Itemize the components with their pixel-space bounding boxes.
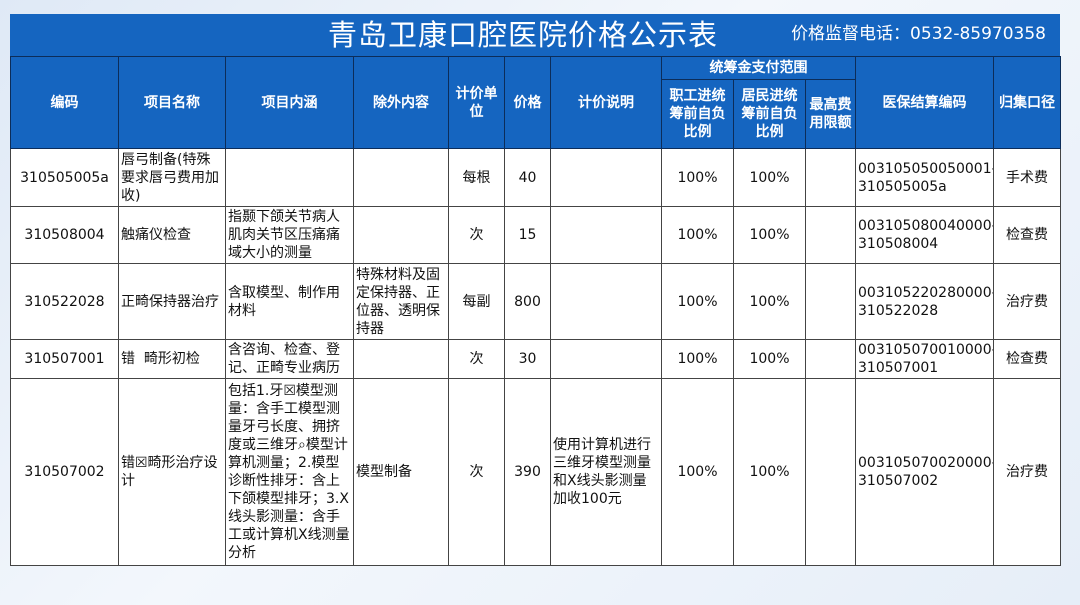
col-header-worker-ratio: 职工进统筹前自负比例 xyxy=(661,79,734,149)
cell-worker-ratio: 100% xyxy=(661,148,734,207)
cell-worker-ratio: 100% xyxy=(661,378,734,566)
cell-resident-ratio: 100% xyxy=(733,148,806,207)
cell-category: 检查费 xyxy=(993,206,1062,264)
cell-price: 800 xyxy=(504,263,551,340)
col-header-insurance-code: 医保结算编码 xyxy=(855,56,995,149)
cell-code: 310507001 xyxy=(10,339,119,379)
cell-note xyxy=(550,263,662,340)
cell-unit: 次 xyxy=(448,378,505,566)
page-title: 青岛卫康口腔医院价格公示表 xyxy=(328,18,719,52)
cell-content: 含咨询、检查、登记、正畸专业病历 xyxy=(225,339,354,379)
cell-except xyxy=(353,148,449,207)
cell-unit: 每副 xyxy=(448,263,505,340)
cell-note xyxy=(550,206,662,264)
cell-unit: 每根 xyxy=(448,148,505,207)
cell-content: 包括1.牙☒模型测量：含手工模型测量牙弓长度、拥挤度或三维牙⌕模型计算机测量；2… xyxy=(225,378,354,566)
table-row: 310505005a 唇弓制备(特殊要求唇弓费用加收) 每根 40 100% 1… xyxy=(10,148,1062,207)
col-header-name: 项目名称 xyxy=(118,56,226,149)
cell-worker-ratio: 100% xyxy=(661,263,734,340)
cell-worker-ratio: 100% xyxy=(661,206,734,264)
cell-content: 含取模型、制作用材料 xyxy=(225,263,354,340)
cell-resident-ratio: 100% xyxy=(733,206,806,264)
cell-max-limit xyxy=(804,148,857,207)
price-table: 编码 项目名称 项目内涵 除外内容 计价单位 价格 计价说明 统筹金支付范围 医… xyxy=(10,56,1062,566)
supervision-phone: 价格监督电话：0532-85970358 xyxy=(791,24,1046,44)
cell-insurance-code: 003105050050001-310505005a xyxy=(855,148,995,207)
cell-worker-ratio: 100% xyxy=(661,339,734,379)
cell-except: 特殊材料及固定保持器、正位器、透明保持器 xyxy=(353,263,449,340)
cell-category: 检查费 xyxy=(993,339,1062,379)
col-header-max-limit: 最高费用限额 xyxy=(804,79,857,149)
cell-resident-ratio: 100% xyxy=(733,339,806,379)
cell-name: 错☒畸形治疗设计 xyxy=(118,378,226,566)
table-row: 310507002 错☒畸形治疗设计 包括1.牙☒模型测量：含手工模型测量牙弓长… xyxy=(10,378,1062,566)
cell-name: 正畸保持器治疗 xyxy=(118,263,226,340)
cell-resident-ratio: 100% xyxy=(733,263,806,340)
cell-resident-ratio: 100% xyxy=(733,378,806,566)
cell-code: 310505005a xyxy=(10,148,119,207)
cell-price: 30 xyxy=(504,339,551,379)
cell-insurance-code: 003105080040000-310508004 xyxy=(855,206,995,264)
table-header-banner: 青岛卫康口腔医院价格公示表 价格监督电话：0532-85970358 xyxy=(10,14,1060,56)
cell-insurance-code: 003105070010000-310507001 xyxy=(855,339,995,379)
cell-unit: 次 xyxy=(448,339,505,379)
cell-code: 310522028 xyxy=(10,263,119,340)
col-header-category: 归集口径 xyxy=(993,56,1062,149)
col-header-unit: 计价单位 xyxy=(448,56,505,149)
cell-price: 40 xyxy=(504,148,551,207)
cell-max-limit xyxy=(804,206,857,264)
cell-content xyxy=(225,148,354,207)
cell-unit: 次 xyxy=(448,206,505,264)
cell-max-limit xyxy=(804,339,857,379)
cell-max-limit xyxy=(804,263,857,340)
col-header-content: 项目内涵 xyxy=(225,56,354,149)
col-header-code: 编码 xyxy=(10,56,119,149)
cell-name: 触痛仪检查 xyxy=(118,206,226,264)
cell-except xyxy=(353,339,449,379)
cell-content: 指颞下颌关节病人肌肉关节区压痛痛域大小的测量 xyxy=(225,206,354,264)
col-header-resident-ratio: 居民进统筹前自负比例 xyxy=(733,79,806,149)
col-header-price: 价格 xyxy=(504,56,551,149)
cell-max-limit xyxy=(804,378,857,566)
cell-name: 错 畸形初检 xyxy=(118,339,226,379)
cell-code: 310507002 xyxy=(10,378,119,566)
cell-except xyxy=(353,206,449,264)
table-row: 310508004 触痛仪检查 指颞下颌关节病人肌肉关节区压痛痛域大小的测量 次… xyxy=(10,206,1062,264)
cell-insurance-code: 003105070020000-310507002 xyxy=(855,378,995,566)
col-header-note: 计价说明 xyxy=(550,56,662,149)
cell-note xyxy=(550,148,662,207)
cell-note: 使用计算机进行三维牙模型测量和X线头影测量加收100元 xyxy=(550,378,662,566)
cell-insurance-code: 003105220280000-310522028 xyxy=(855,263,995,340)
table-row: 310522028 正畸保持器治疗 含取模型、制作用材料 特殊材料及固定保持器、… xyxy=(10,263,1062,340)
table-row: 310507001 错 畸形初检 含咨询、检查、登记、正畸专业病历 次 30 1… xyxy=(10,339,1062,379)
col-header-fund-group: 统筹金支付范围 xyxy=(660,56,857,80)
cell-note xyxy=(550,339,662,379)
col-header-except: 除外内容 xyxy=(353,56,449,149)
cell-category: 治疗费 xyxy=(993,378,1062,566)
cell-price: 390 xyxy=(504,378,551,566)
cell-except: 模型制备 xyxy=(353,378,449,566)
cell-category: 治疗费 xyxy=(993,263,1062,340)
cell-category: 手术费 xyxy=(993,148,1062,207)
cell-price: 15 xyxy=(504,206,551,264)
cell-name: 唇弓制备(特殊要求唇弓费用加收) xyxy=(118,148,226,207)
cell-code: 310508004 xyxy=(10,206,119,264)
